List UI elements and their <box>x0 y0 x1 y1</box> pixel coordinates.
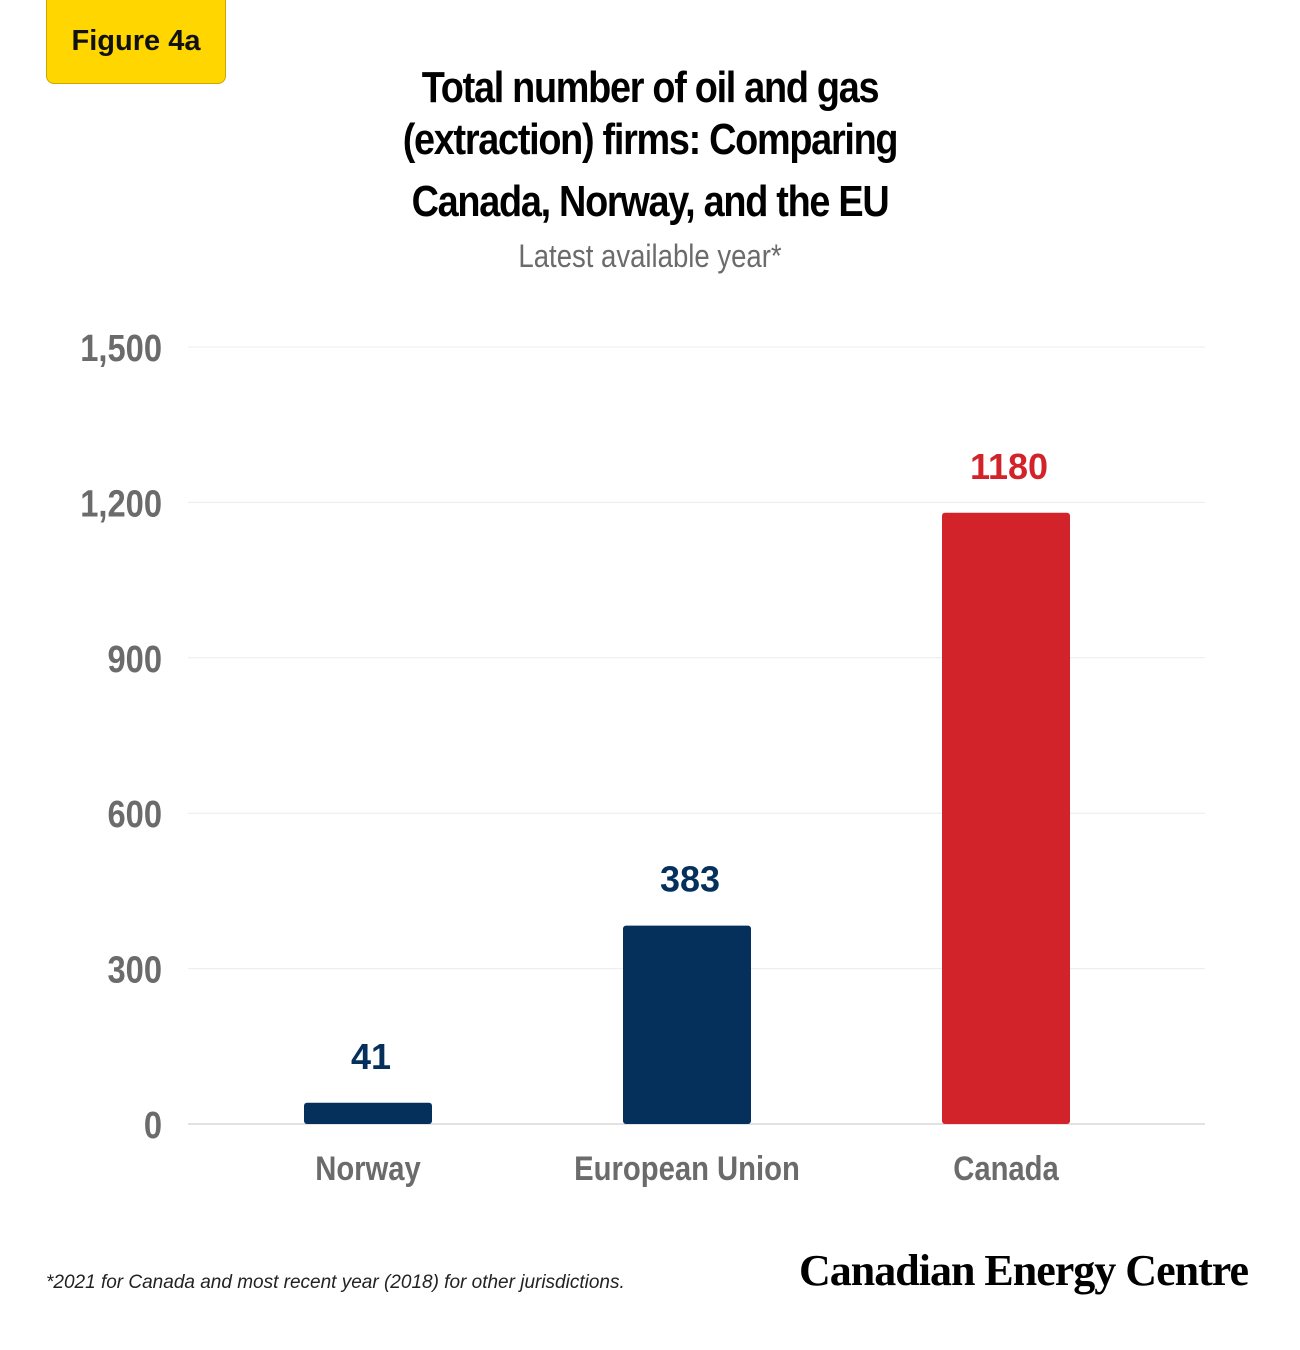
y-tick-label: 1,200 <box>80 482 162 525</box>
x-tick-label: Canada <box>953 1149 1059 1188</box>
bar <box>942 512 1070 1124</box>
y-tick-label: 600 <box>107 793 162 836</box>
chart-title: Total number of oil and gas (extraction)… <box>349 62 951 228</box>
data-label: 1180 <box>970 446 1048 487</box>
x-tick-label: European Union <box>574 1149 800 1188</box>
data-label: 383 <box>660 859 720 900</box>
bar <box>623 925 751 1124</box>
footnote: *2021 for Canada and most recent year (2… <box>46 1272 625 1293</box>
y-tick-label: 0 <box>144 1104 162 1147</box>
data-label: 41 <box>351 1036 391 1077</box>
chart-subtitle: Latest available year* <box>518 238 782 274</box>
brand-logo: Canadian Energy Centre <box>799 1246 1249 1295</box>
bar-chart: 0 300 600 900 1,200 1,500 41 Norway 383 European … <box>80 327 1205 1188</box>
y-tick-label: 300 <box>107 948 162 991</box>
title-line-1: Total number of oil and gas <box>421 63 880 112</box>
x-tick-label: Norway <box>315 1149 421 1188</box>
y-tick-label: 1,500 <box>80 327 162 370</box>
y-tick-label: 900 <box>107 637 162 680</box>
figure-badge: Figure 4a <box>46 0 226 84</box>
title-line-2: (extraction) firms: Comparing <box>402 115 899 164</box>
title-line-3: Canada, Norway, and the EU <box>411 177 890 226</box>
bar <box>304 1102 432 1124</box>
